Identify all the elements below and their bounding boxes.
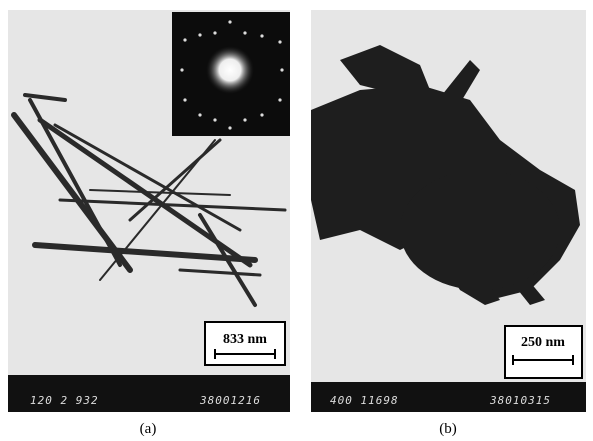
diffraction-inset bbox=[172, 12, 290, 136]
panel-b: 250 nm 400 11698 38010315 (b) bbox=[311, 10, 586, 437]
panel-caption: (a) bbox=[140, 421, 157, 437]
footer-text: 400 11698 bbox=[330, 394, 399, 407]
scale-label: 250 nm bbox=[521, 335, 565, 350]
figure: 833 nm 120 2 932 38001216 (a) 250 nm 400… bbox=[0, 0, 593, 441]
footer-text: 38010315 bbox=[489, 394, 551, 407]
scale-label: 833 nm bbox=[223, 332, 267, 347]
footer-text: 38001216 bbox=[199, 394, 261, 407]
panel-a: 833 nm 120 2 932 38001216 (a) bbox=[8, 10, 290, 437]
panel-caption: (b) bbox=[439, 421, 457, 437]
scale-box bbox=[505, 326, 582, 378]
footer-text: 120 2 932 bbox=[30, 394, 99, 407]
